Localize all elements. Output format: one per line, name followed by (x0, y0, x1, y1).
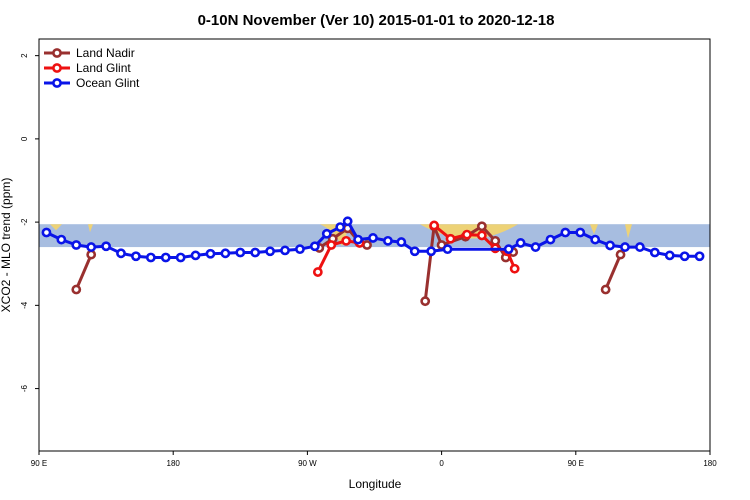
land-glint-line (316, 239, 360, 273)
y-axis: 2 0 -2 -4 -6 (20, 53, 39, 392)
legend-label: Ocean Glint (76, 76, 140, 90)
legend-item-ocean-glint: Ocean Glint (44, 76, 140, 90)
ocean-glint-point (342, 216, 353, 227)
ocean-glint-point (442, 244, 453, 255)
y-tick-label: -6 (20, 384, 29, 392)
land-highlight (50, 224, 62, 231)
ocean-glint-point (160, 252, 171, 263)
ocean-glint-point (205, 248, 216, 259)
land-glint-point (312, 267, 323, 277)
ocean-glint-point (116, 248, 126, 259)
x-axis: 90 E 180 90 W 0 90 E 180 (31, 451, 717, 468)
land-glint-point (476, 230, 487, 241)
land-nadir-point (600, 284, 611, 295)
land-highlight (590, 224, 598, 235)
land-nadir-point (476, 221, 487, 232)
chart-title: 0-10N November (Ver 10) 2015-01-01 to 20… (198, 12, 555, 29)
land-nadir-point (71, 284, 82, 295)
ocean-glint-point (545, 234, 556, 245)
ocean-glint-point (575, 227, 586, 238)
x-tick-label: 180 (703, 459, 717, 468)
ocean-glint-point (335, 222, 346, 233)
legend-item-land-glint: Land Glint (44, 61, 131, 75)
ocean-glint-point (280, 245, 290, 256)
land-nadir-point (86, 249, 97, 260)
land-nadir-line (74, 254, 93, 291)
ocean-glint-point (679, 251, 690, 262)
ocean-glint-point (664, 250, 675, 261)
ocean-glint-point (235, 247, 246, 258)
ocean-glint-point (383, 235, 393, 246)
legend-marker (52, 63, 62, 73)
x-tick-label: 90 E (568, 459, 584, 468)
y-tick-label: 2 (20, 53, 29, 58)
legend-label: Land Glint (76, 61, 131, 75)
land-nadir-point (615, 249, 626, 260)
ocean-glint-point (515, 238, 526, 248)
legend-item-land-nadir: Land Nadir (44, 46, 135, 60)
ocean-glint-point (605, 240, 615, 251)
x-tick-label: 90 W (298, 459, 317, 468)
ocean-glint-point (131, 251, 141, 262)
ocean-glint-point (250, 247, 261, 258)
ocean-glint-point (41, 227, 52, 238)
ocean-glint-point (353, 234, 363, 245)
land-nadir-point (490, 235, 501, 246)
y-axis-label: XCO2 - MLO trend (ppm) (0, 178, 13, 313)
ocean-glint-point (295, 244, 305, 255)
ocean-glint-point (503, 244, 514, 255)
ocean-glint-point (649, 247, 660, 258)
land-glint-point (341, 235, 352, 246)
ocean-glint-point (101, 241, 111, 252)
ocean-glint-point (530, 242, 541, 252)
series-ocean-glint (41, 216, 705, 263)
ocean-glint-point (620, 242, 630, 252)
land-nadir-point (420, 296, 431, 307)
ocean-glint-point (396, 237, 407, 247)
ocean-glint-point (265, 246, 276, 257)
x-axis-label: Longitude (349, 477, 402, 491)
series-layer (41, 216, 705, 307)
legend-marker (52, 78, 62, 88)
ocean-glint-point (426, 246, 437, 257)
ocean-glint-point (409, 246, 420, 257)
land-glint-point (326, 240, 337, 250)
legend-label: Land Nadir (76, 46, 135, 60)
land-highlight (625, 224, 632, 239)
y-tick-label: 0 (20, 136, 29, 141)
ocean-glint-point (368, 233, 378, 243)
legend-marker (52, 48, 62, 58)
x-tick-label: 180 (167, 459, 181, 468)
land-nadir-line (604, 254, 622, 291)
ocean-glint-point (190, 250, 201, 261)
ocean-glint-point (145, 252, 156, 263)
ocean-glint-point (560, 227, 571, 238)
x-tick-label: 0 (439, 459, 444, 468)
y-tick-label: -2 (20, 218, 29, 226)
land-glint-point (462, 229, 472, 240)
land-nadir-point (362, 240, 372, 250)
ocean-glint-point (590, 234, 601, 245)
ocean-glint-point (635, 242, 645, 252)
land-glint-point (509, 263, 520, 274)
ocean-glint-point (220, 248, 231, 259)
land-highlight (88, 224, 93, 233)
ocean-glint-point (71, 240, 82, 250)
x-tick-label: 90 E (31, 459, 47, 468)
land-glint-point (445, 233, 456, 244)
plot-frame (38, 38, 711, 452)
ocean-glint-point (321, 228, 332, 239)
ocean-glint-point (309, 241, 320, 252)
ocean-glint-point (175, 252, 186, 263)
ocean-glint-point (56, 234, 67, 245)
ocean-glint-point (86, 242, 97, 252)
y-tick-label: -4 (20, 301, 29, 309)
ocean-glint-point (694, 251, 705, 262)
land-glint-point (429, 220, 440, 231)
